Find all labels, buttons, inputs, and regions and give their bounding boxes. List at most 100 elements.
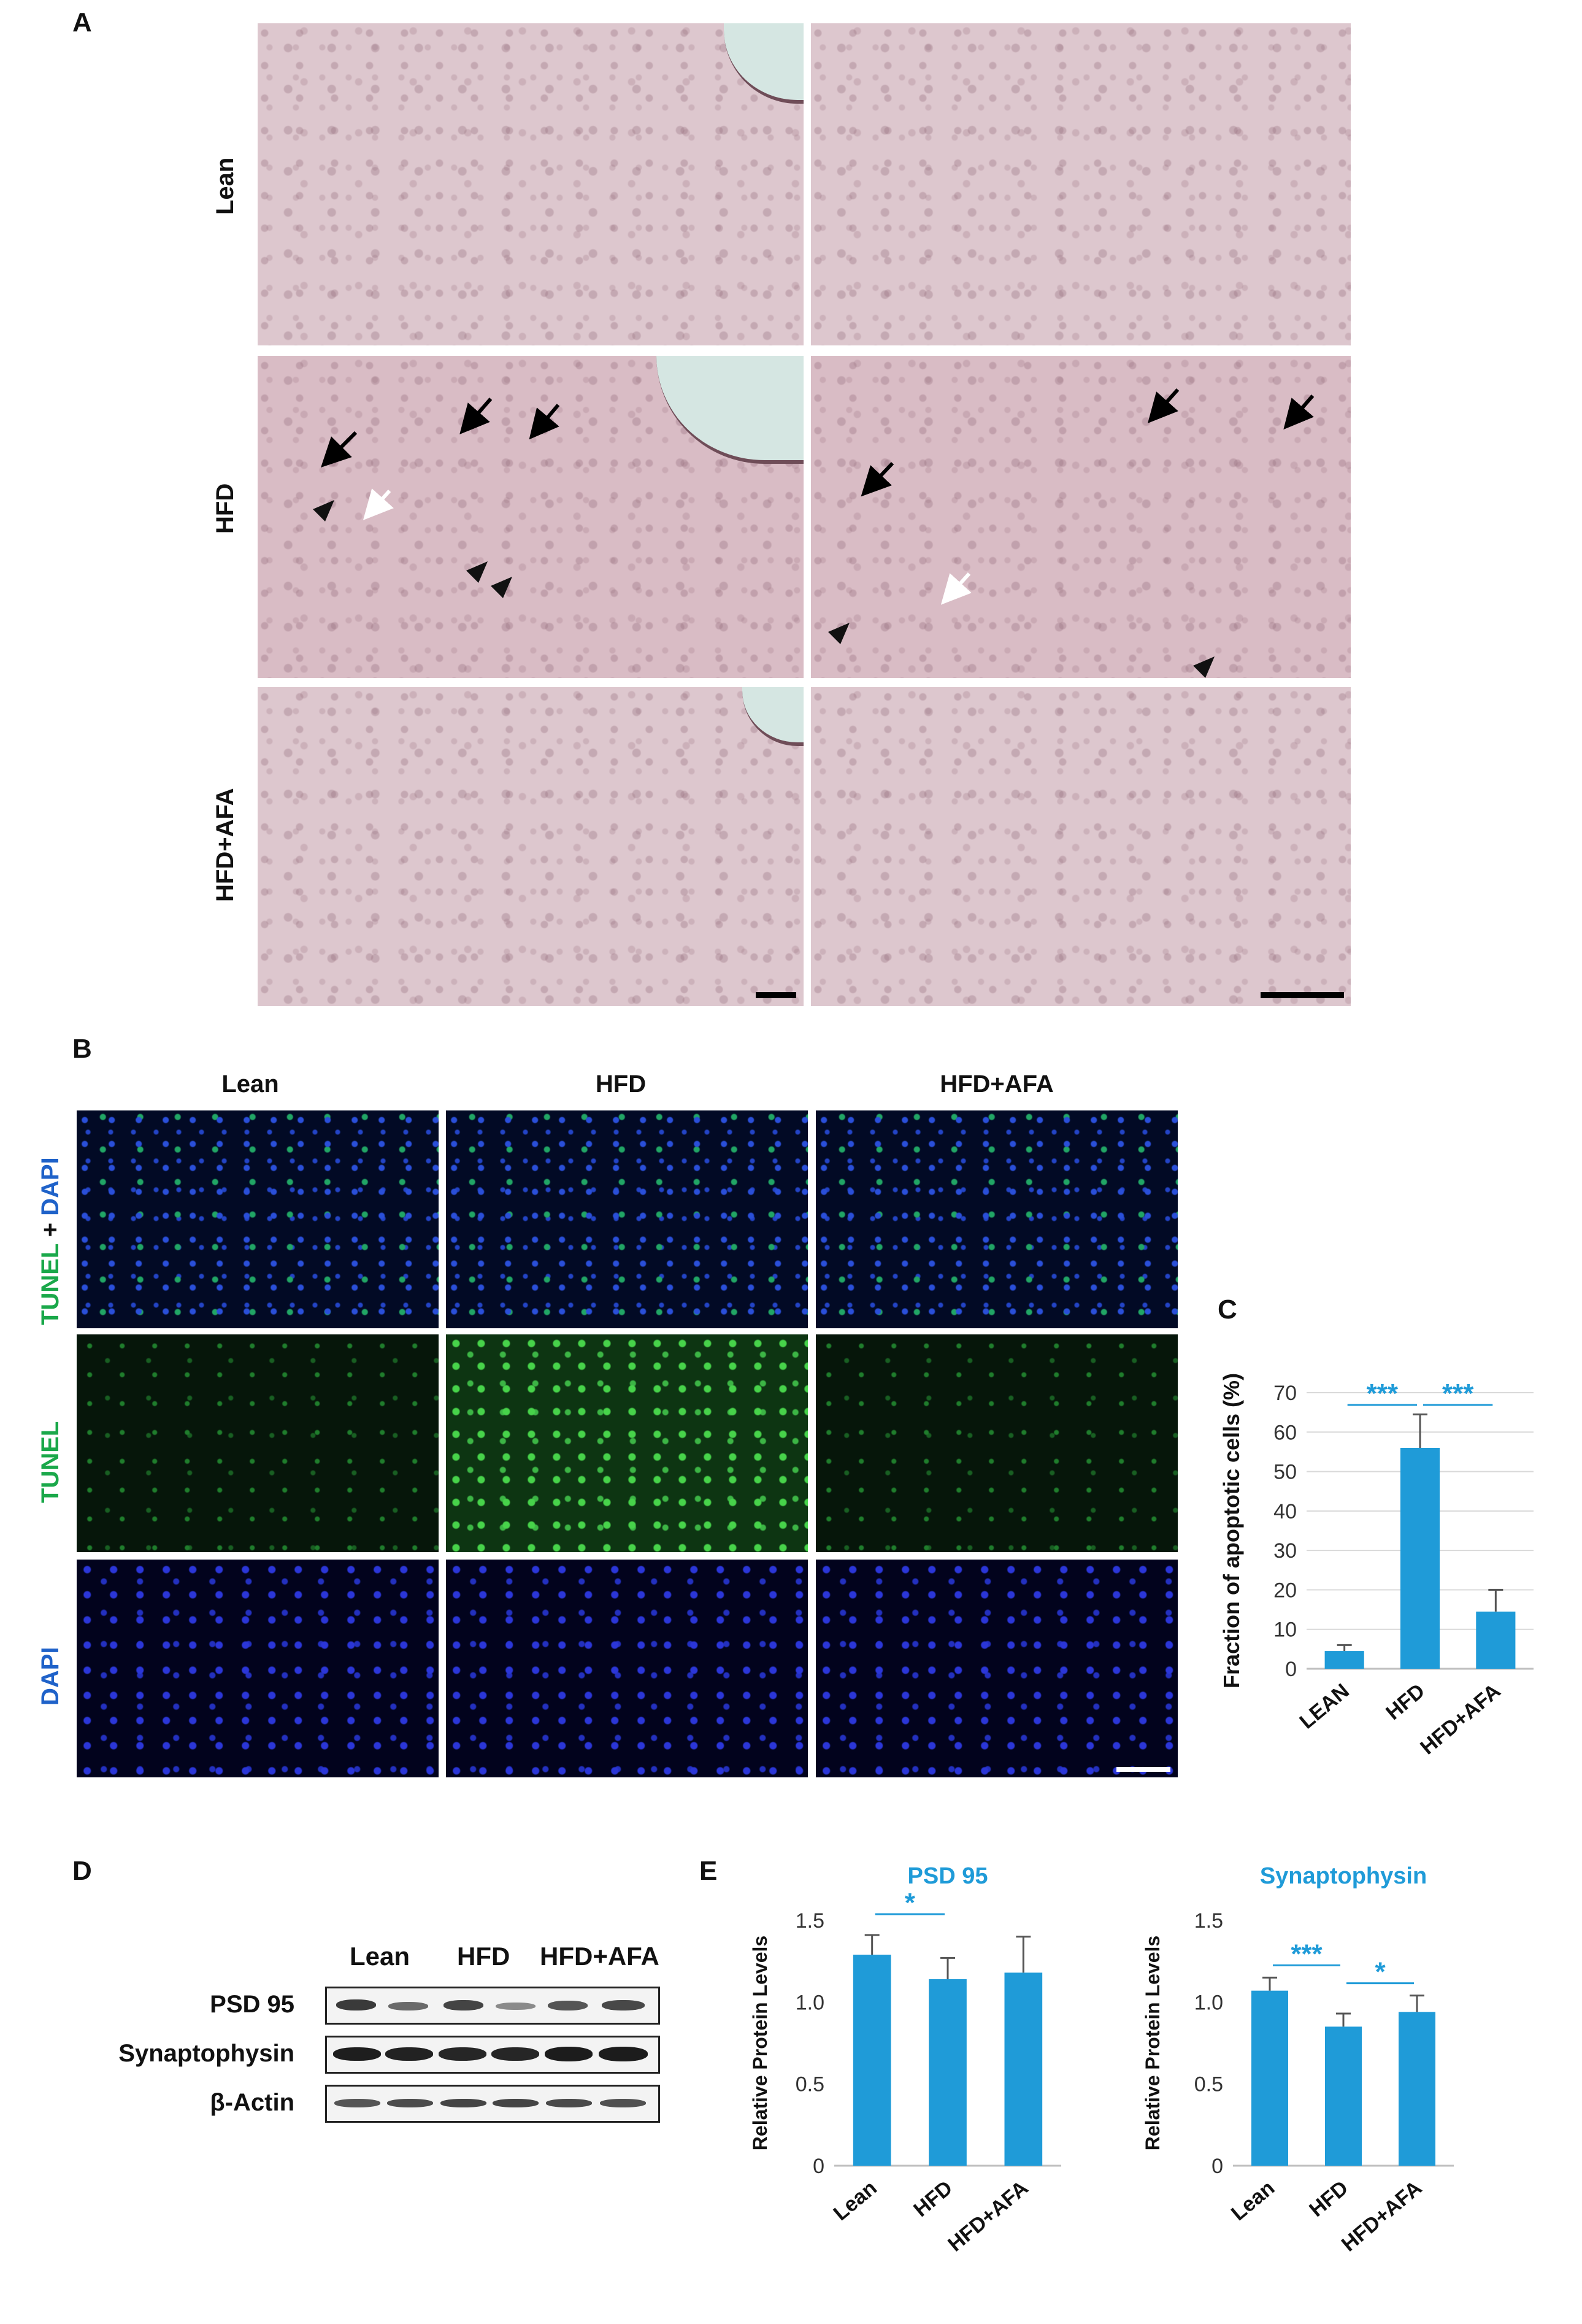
significance-marker: ***	[1442, 1379, 1474, 1409]
x-tick-label: HFD+AFA	[1416, 1679, 1505, 1759]
fluor-image-merge-hfd	[446, 1110, 808, 1328]
y-tick-label: 40	[1273, 1500, 1297, 1523]
he-image-hfd-afa-low-mag	[258, 687, 804, 1006]
y-tick-label: 30	[1273, 1539, 1297, 1563]
y-tick-label: 60	[1273, 1421, 1297, 1444]
blot-strip-synaptophysin	[325, 2036, 660, 2074]
he-image-hfd-high-mag	[811, 356, 1351, 678]
merge-tunel-text: TUNEL	[37, 1244, 64, 1325]
he-image-hfd-afa-high-mag	[811, 687, 1351, 1006]
arrow-icon	[459, 398, 493, 435]
significance-marker: *	[905, 1888, 916, 1918]
fluor-image-merge-lean	[77, 1110, 439, 1328]
arrowhead-icon	[1193, 656, 1215, 678]
y-tick-label: 0	[813, 2155, 824, 2178]
merge-plus-text: +	[37, 1222, 64, 1237]
panel-b-column-header-lean: Lean	[221, 1071, 279, 1098]
x-tick-label: Lean	[829, 2176, 881, 2225]
he-image-lean-high-mag	[811, 23, 1351, 345]
y-axis-label: Relative Protein Levels	[749, 1936, 771, 2150]
panel-b-row-label-dapi: DAPI	[37, 1647, 64, 1706]
bar	[1324, 1651, 1364, 1669]
significance-marker: ***	[1367, 1379, 1399, 1409]
y-tick-label: 10	[1273, 1618, 1297, 1642]
y-tick-label: 20	[1273, 1579, 1297, 1602]
he-image-hfd-low-mag	[258, 356, 804, 678]
y-tick-label: 0	[1285, 1658, 1297, 1681]
y-tick-label: 0.5	[1194, 2073, 1223, 2096]
panel-letter-e: E	[699, 1856, 718, 1886]
blot-label-beta-actin: β-Actin	[210, 2089, 294, 2116]
panel-letter-a: A	[72, 7, 92, 37]
fluor-image-merge-hfd-afa	[816, 1110, 1178, 1328]
arrow-icon	[861, 461, 894, 497]
bar	[853, 1955, 891, 2166]
y-tick-label: 70	[1273, 1382, 1297, 1405]
x-tick-label: HFD	[1381, 1679, 1429, 1725]
arrowhead-icon	[491, 577, 512, 598]
significance-marker: ***	[1291, 1939, 1323, 1969]
y-axis-label: Fraction of apoptotic cells (%)	[1219, 1373, 1244, 1688]
bar	[1004, 1972, 1043, 2166]
fluor-image-tunel-lean	[77, 1334, 439, 1552]
y-tick-label: 0.5	[796, 2073, 824, 2096]
chart-title: Synaptophysin	[1260, 1863, 1427, 1889]
panel-b-column-header-hfd: HFD	[595, 1071, 647, 1098]
arrow-icon	[363, 488, 394, 520]
panel-a-row-label-hfd-afa: HFD+AFA	[212, 788, 239, 902]
y-axis-label: Relative Protein Levels	[1142, 1936, 1164, 2150]
he-image-lean-low-mag	[258, 23, 804, 345]
panel-b-column-header-hfd-afa: HFD+AFA	[940, 1071, 1054, 1098]
blot-strip-beta-actin	[325, 2085, 660, 2123]
y-tick-label: 50	[1273, 1461, 1297, 1484]
blot-lane-header-hfd: HFD	[457, 1942, 510, 1971]
x-tick-label: HFD+AFA	[1337, 2176, 1426, 2256]
y-tick-label: 1.0	[796, 1991, 824, 2014]
panel-letter-c: C	[1218, 1295, 1237, 1325]
arrow-icon	[1283, 394, 1315, 430]
chart-e-psd95: PSD 95 0 0.5 1.0 1.5 Relative Protein Levels L…	[749, 1863, 1061, 2257]
fluor-image-tunel-hfd-afa	[816, 1334, 1178, 1552]
arrow-icon	[940, 572, 972, 605]
y-tick-label: 1.5	[796, 1909, 824, 1933]
panel-letter-d: D	[72, 1856, 92, 1886]
y-tick-label: 0	[1211, 2155, 1223, 2178]
bar	[1399, 2012, 1435, 2166]
fluor-image-dapi-hfd	[446, 1560, 808, 1777]
significance-marker: *	[1375, 1957, 1386, 1987]
x-tick-label: HFD+AFA	[943, 2176, 1032, 2256]
bar	[1325, 2026, 1362, 2166]
blot-lane-header-lean: Lean	[350, 1942, 410, 1971]
arrow-icon	[321, 431, 358, 467]
y-tick-label: 1.5	[1194, 1909, 1223, 1933]
panel-letter-b: B	[72, 1034, 92, 1064]
blot-label-synaptophysin: Synaptophysin	[118, 2040, 294, 2067]
chart-e-synaptophysin: Synaptophysin 0 0.5 1.0 1.5 Relative Protein …	[1142, 1863, 1454, 2257]
bar	[1251, 1990, 1288, 2166]
x-tick-label: Lean	[1227, 2176, 1279, 2225]
x-tick-label: LEAN	[1295, 1679, 1353, 1734]
y-tick-label: 1.0	[1194, 1991, 1223, 2014]
arrow-icon	[529, 404, 560, 440]
x-tick-label: HFD	[1305, 2176, 1353, 2222]
bar	[1476, 1611, 1516, 1669]
arrowhead-icon	[466, 561, 488, 583]
panel-b-row-label-merge: TUNEL + DAPI	[37, 1157, 64, 1325]
x-tick-label: HFD	[909, 2176, 957, 2222]
blot-strip-psd95	[325, 1987, 660, 2025]
scale-bar-a-low	[756, 992, 796, 998]
panel-a-arrow-overlay	[313, 388, 1315, 678]
arrow-icon	[1148, 388, 1180, 423]
blot-label-psd95: PSD 95	[210, 1991, 294, 2018]
merge-dapi-text: DAPI	[37, 1157, 64, 1216]
fluor-image-dapi-hfd-afa	[816, 1560, 1178, 1777]
bar	[929, 1979, 967, 2166]
arrowhead-icon	[313, 500, 334, 521]
arrowhead-icon	[828, 623, 850, 644]
blot-lane-header-hfd-afa: HFD+AFA	[540, 1942, 659, 1971]
bar	[1400, 1448, 1440, 1669]
panel-b-row-label-tunel: TUNEL	[37, 1421, 64, 1503]
chart-c-apoptotic-cells: 0 10 20 30 40 50 60 70 Fraction of apoptotic cel…	[1219, 1373, 1534, 1760]
scale-bar-b	[1116, 1767, 1170, 1772]
scale-bar-a-high	[1261, 992, 1344, 998]
